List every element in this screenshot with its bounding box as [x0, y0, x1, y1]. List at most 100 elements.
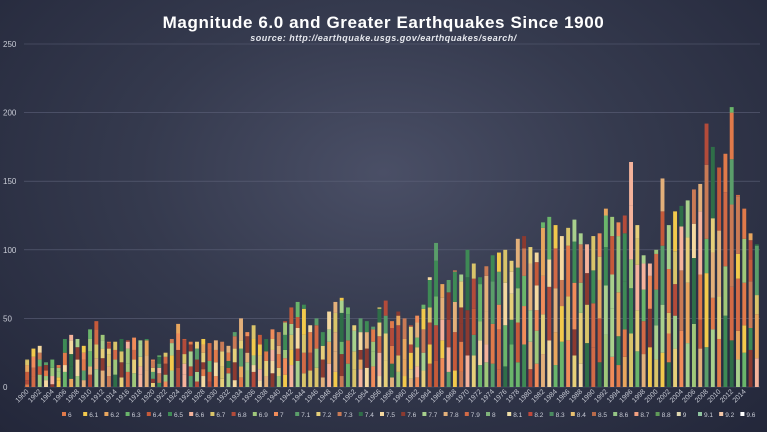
bar-segment: [559, 279, 564, 307]
legend-swatch: [189, 412, 194, 416]
legend-swatch: [740, 412, 745, 416]
bar-segment: [446, 371, 451, 387]
legend-swatch: [464, 412, 469, 416]
bar-segment: [622, 329, 627, 357]
bar-1979: [522, 236, 527, 387]
bar-segment: [402, 338, 407, 360]
bar-segment: [660, 178, 665, 212]
legend-swatch: [252, 412, 257, 416]
bar-segment: [182, 340, 187, 355]
bar-segment: [603, 285, 608, 335]
bar-segment: [352, 351, 357, 370]
bar-segment: [478, 365, 483, 387]
bar-segment: [88, 366, 93, 375]
bar-segment: [396, 325, 401, 339]
x-tick-label: 1944: [291, 388, 307, 404]
bar-segment: [691, 189, 696, 224]
bar-segment: [597, 256, 602, 280]
bar-1917: [132, 337, 137, 387]
bar-segment: [641, 289, 646, 322]
bar-segment: [415, 366, 420, 378]
bar-segment: [151, 371, 155, 379]
bar-segment: [377, 307, 382, 309]
legend-swatch: [62, 412, 66, 416]
bar-segment: [622, 233, 627, 282]
x-tick-label: 1958: [379, 388, 395, 404]
bar-segment: [717, 338, 722, 387]
bar-segment: [333, 371, 338, 387]
bar-segment: [383, 360, 388, 387]
bar-segment: [629, 288, 633, 334]
bar-segment: [408, 325, 413, 327]
bar-segment: [522, 275, 527, 307]
legend-swatch: [316, 412, 321, 416]
bar-1998: [641, 255, 646, 387]
bar-segment: [654, 253, 659, 290]
bar-segment: [207, 371, 212, 382]
x-tick-label: 1962: [405, 388, 421, 404]
x-tick-label: 1964: [417, 388, 433, 404]
bar-segment: [346, 363, 350, 387]
bar-segment: [257, 334, 262, 345]
bar-segment: [434, 260, 438, 297]
bar-segment: [358, 349, 363, 360]
legend-label: 8.6: [619, 412, 628, 419]
legend-swatch: [104, 412, 109, 416]
bar-segment: [622, 281, 627, 330]
bar-segment: [572, 219, 577, 242]
bar-segment: [88, 374, 93, 387]
legend-swatch: [337, 412, 342, 416]
x-tick-label: 1974: [480, 388, 496, 404]
bar-segment: [723, 192, 728, 267]
bar-2015: [748, 233, 753, 387]
bar-segment: [515, 238, 520, 268]
bar-1956: [377, 307, 382, 387]
x-tick-label: 1986: [556, 388, 572, 404]
bar-segment: [276, 367, 281, 377]
bar-1973: [484, 266, 489, 387]
bar-segment: [704, 164, 709, 239]
bar-segment: [371, 341, 376, 352]
bar-segment: [421, 304, 426, 309]
bar-segment: [352, 330, 357, 352]
bar-segment: [534, 285, 539, 311]
bar-segment: [50, 376, 55, 385]
bar-segment: [245, 336, 250, 353]
x-tick-label: 1992: [593, 388, 609, 404]
bar-segment: [754, 358, 759, 387]
legend-swatch: [549, 412, 554, 416]
bar-segment: [490, 281, 495, 324]
bar-segment: [257, 380, 262, 387]
x-tick-label: 1920: [140, 388, 156, 404]
bar-segment: [402, 318, 407, 339]
bar-segment: [522, 306, 527, 345]
bar-segment: [213, 376, 218, 387]
x-tick-label: 1942: [279, 388, 295, 404]
x-tick-label: 1960: [392, 388, 408, 404]
bar-segment: [396, 311, 401, 316]
bar-segment: [62, 365, 67, 372]
bar-segment: [647, 263, 652, 276]
bar-segment: [509, 344, 514, 387]
bar-segment: [245, 370, 250, 387]
bar-segment: [629, 259, 633, 289]
legend-label: 6: [68, 412, 72, 419]
bar-segment: [503, 325, 508, 367]
x-tick-label: 1904: [40, 388, 56, 404]
bar-segment: [119, 351, 124, 363]
legend-swatch: [401, 412, 406, 416]
legend-label: 8.4: [577, 412, 586, 419]
legend-swatch: [125, 412, 130, 416]
bar-segment: [100, 370, 105, 387]
legend-swatch: [655, 412, 660, 416]
bar-1947: [320, 332, 325, 387]
bar-segment: [698, 274, 703, 320]
bar-segment: [534, 310, 539, 331]
bar-segment: [50, 367, 55, 377]
bar-1962: [415, 315, 420, 387]
legend-label: 7.8: [450, 412, 459, 419]
bar-segment: [465, 355, 470, 387]
bar-segment: [207, 381, 212, 387]
bar-1980: [528, 247, 533, 387]
bar-1935: [245, 332, 250, 387]
